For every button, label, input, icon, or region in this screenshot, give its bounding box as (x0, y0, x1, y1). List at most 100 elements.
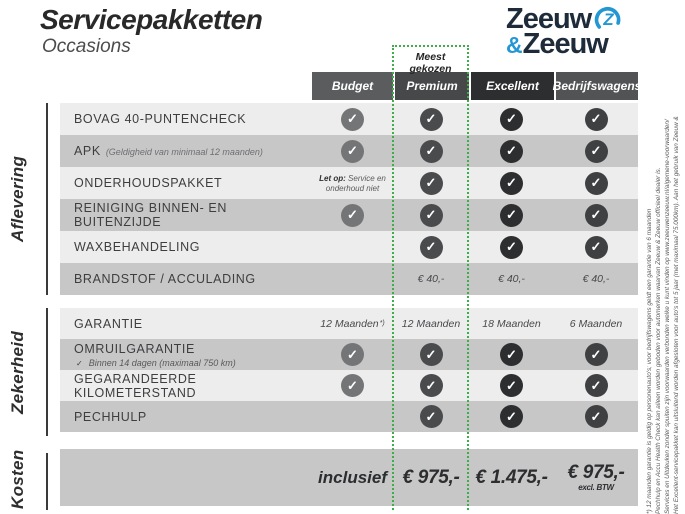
row-label (60, 449, 312, 506)
row-label: WAXBEHANDELING (74, 240, 201, 254)
check-icon: ✓ (500, 107, 523, 131)
logo-ampersand: & (506, 32, 523, 58)
included-cell: ✓ (469, 199, 554, 231)
row-label: BOVAG 40-PUNTENCHECK (74, 112, 247, 126)
included-cell: ✓ (554, 401, 638, 432)
check-icon: ✓ (584, 203, 608, 227)
check-icon: ✓ (500, 139, 523, 163)
empty-cell (312, 231, 393, 263)
footnote-line: Het Excellent-servicepakket kan uitsluit… (673, 116, 680, 514)
footnote-line: Pechhulp en Accu Health Check kan alleen… (655, 167, 662, 514)
table-row: PECHHULP ✓ ✓ ✓ (60, 401, 638, 432)
page-subtitle: Occasions (42, 36, 131, 57)
price-cell: € 975,- excl. BTW (567, 462, 625, 492)
logo-z-swoosh-icon: Z (594, 6, 621, 29)
included-cell: ✓ (469, 401, 554, 432)
included-cell: ✓ (554, 167, 638, 199)
included-cell: ✓ (312, 339, 393, 370)
rail-bar-zekerheid (46, 308, 48, 436)
included-cell: ✓ (554, 231, 638, 263)
column-header-premium: Premium (393, 72, 469, 100)
included-cell: ✓ (393, 370, 469, 401)
section-label-kosten: Kosten (8, 449, 27, 509)
included-cell: ✓ (554, 199, 638, 231)
included-cell: ✓ (554, 103, 638, 135)
table-row: WAXBEHANDELING ✓ ✓ ✓ (60, 231, 638, 263)
included-cell: ✓ (393, 135, 469, 167)
row-label: GEGARANDEERDE KILOMETERSTAND (74, 371, 197, 400)
check-icon: ✓ (584, 139, 608, 163)
row-label: BRANDSTOF / ACCULADING (74, 272, 256, 286)
table-row: APK (Geldigheid van minimaal 12 maanden) ✓… (60, 135, 638, 167)
table-row: ONDERHOUDSPAKKET Let op: Service en onder… (60, 167, 638, 199)
note-cell: Let op: Service en onderhoud niet (319, 174, 386, 193)
included-cell: ✓ (469, 231, 554, 263)
footnote-line: *) 12 maanden garantie is geldig op pers… (646, 208, 653, 514)
fineprint-footnotes: Het Excellent-servicepakket kan uitsluit… (645, 90, 681, 514)
table-row: BOVAG 40-PUNTENCHECK ✓ ✓ ✓ ✓ (60, 103, 638, 135)
rail-bar-kosten (46, 453, 48, 510)
check-icon: ✓ (500, 374, 523, 397)
svg-text:Z: Z (603, 10, 615, 29)
included-cell: ✓ (554, 370, 638, 401)
check-icon: ✓ (341, 107, 364, 131)
section-label-aflevering: Aflevering (8, 155, 27, 243)
table-row: OMRUILGARANTIE ✓ Binnen 14 dagen (maximaal… (60, 339, 638, 370)
check-icon: ✓ (341, 203, 364, 227)
check-icon: ✓ (584, 343, 608, 366)
empty-cell (312, 401, 393, 432)
sub-check-icon: ✓ (76, 358, 83, 368)
included-cell: ✓ (554, 339, 638, 370)
included-cell: ✓ (393, 231, 469, 263)
check-icon: ✓ (419, 203, 443, 227)
included-cell: ✓ (393, 103, 469, 135)
check-icon: ✓ (500, 405, 523, 428)
included-cell: ✓ (312, 135, 393, 167)
price-cell: € 975,- (402, 467, 460, 488)
check-icon: ✓ (584, 374, 608, 397)
check-icon: ✓ (584, 235, 608, 259)
check-icon: ✓ (500, 203, 523, 227)
value-cell: 12 Maanden *) (320, 317, 385, 330)
service-packages-table: Budget Premium Excellent Bedrijfswagens BOV… (60, 72, 641, 506)
included-cell: ✓ (393, 339, 469, 370)
included-cell: ✓ (312, 370, 393, 401)
column-header-bedrijfswagens: Bedrijfswagens (553, 72, 641, 100)
included-cell: ✓ (469, 167, 554, 199)
check-icon: ✓ (419, 171, 443, 195)
section-zekerheid: GARANTIE 12 Maanden *) 12 Maanden 18 Maanden… (60, 308, 638, 432)
check-icon: ✓ (419, 343, 443, 366)
included-cell: ✓ (554, 135, 638, 167)
value-cell: € 40,- (498, 273, 525, 285)
value-cell: € 40,- (417, 273, 445, 285)
table-row: GEGARANDEERDE KILOMETERSTAND ✓ ✓ ✓ ✓ (60, 370, 638, 401)
row-label: APK (Geldigheid van minimaal 12 maanden) (74, 144, 263, 158)
page-title: Servicepakketten (40, 4, 263, 35)
included-cell: ✓ (312, 199, 393, 231)
footnote-line: Services en Uitdeuken zonder spuiten zij… (664, 119, 671, 514)
included-cell: ✓ (469, 135, 554, 167)
table-row: REINIGING BINNEN- EN BUITENZIJDE ✓ ✓ ✓ ✓ (60, 199, 638, 231)
included-cell: ✓ (393, 401, 469, 432)
table-row: inclusief € 975,- € 1.475,- € 975,- excl. BT… (60, 449, 638, 506)
included-cell: ✓ (469, 370, 554, 401)
included-cell: ✓ (312, 103, 393, 135)
rail-bar-aflevering (46, 103, 48, 295)
value-cell: 12 Maanden (401, 317, 461, 330)
row-label: PECHHULP (74, 409, 147, 424)
check-icon: ✓ (584, 107, 608, 131)
check-icon: ✓ (419, 107, 443, 131)
check-icon: ✓ (419, 374, 443, 397)
logo-word-2: & Zeeuw (506, 30, 666, 59)
logo-text-zeeuw-2: Zeeuw (522, 28, 609, 60)
brand-logo: Zeeuw Z & Zeeuw (506, 4, 666, 59)
table-row: GARANTIE 12 Maanden *) 12 Maanden 18 Maanden… (60, 308, 638, 339)
price-cell: € 1.475,- (475, 467, 548, 488)
check-icon: ✓ (500, 343, 523, 366)
column-header-excellent: Excellent (469, 72, 554, 100)
value-cell: € 40,- (582, 273, 610, 285)
section-label-zekerheid: Zekerheid (8, 330, 27, 414)
logo-text-zeeuw: Zeeuw (506, 2, 592, 35)
row-label: ONDERHOUDSPAKKET (74, 176, 223, 190)
check-icon: ✓ (419, 139, 443, 163)
